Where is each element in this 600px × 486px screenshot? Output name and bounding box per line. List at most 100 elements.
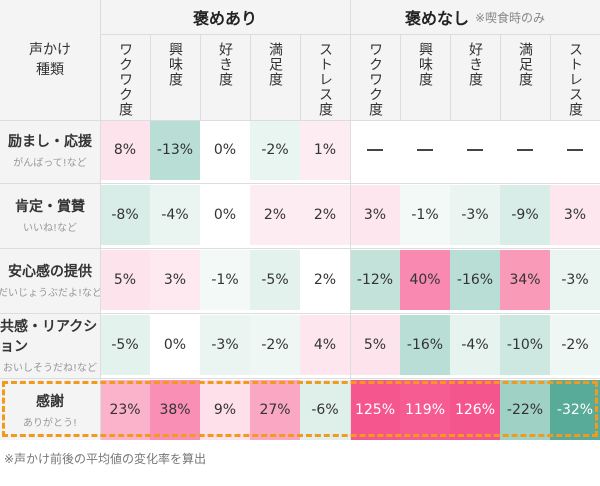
table-cell: -1% <box>400 185 450 245</box>
cell-value: -32% <box>556 402 594 418</box>
cell-value: 3% <box>563 207 587 223</box>
row-header-example: だいじょうぶだよ!など <box>0 288 103 299</box>
cell-value: 0% <box>163 337 187 353</box>
table-cell: -5% <box>100 315 150 375</box>
cell-value: 0% <box>213 207 237 223</box>
cell-value: 38% <box>159 402 191 418</box>
column-header: 興味度 <box>400 34 450 120</box>
table-cell: 5% <box>100 250 150 310</box>
column-header: ワクワク度 <box>350 34 400 120</box>
cell-value: -3% <box>561 272 589 288</box>
table-cell: 2% <box>300 185 350 245</box>
cell-value: 2% <box>313 207 337 223</box>
cell-value: -10% <box>506 337 544 353</box>
column-header-label: ストレス度 <box>317 42 333 117</box>
table-cell: -22% <box>500 380 550 440</box>
table-cell: -2% <box>250 120 300 180</box>
table-cell: 3% <box>350 185 400 245</box>
table-cell: 2% <box>300 250 350 310</box>
table-cell: -6% <box>300 380 350 440</box>
row-header-name: 安心感の提供 <box>8 264 92 280</box>
grid-line <box>0 378 600 379</box>
column-header: 満足度 <box>500 34 550 120</box>
cell-value: -16% <box>406 337 444 353</box>
cell-value: 1% <box>313 142 337 158</box>
cell-value: 2% <box>263 207 287 223</box>
table-cell: 119% <box>400 380 450 440</box>
row-header: 共感・リアクション おいしそうだね!など <box>0 315 100 375</box>
table-cell: -3% <box>550 250 600 310</box>
cell-value: -8% <box>111 207 139 223</box>
column-header: 好き度 <box>200 34 250 120</box>
cell-value: 2% <box>313 272 337 288</box>
empty-dash <box>417 149 433 151</box>
corner-label-line-2: 種類 <box>36 62 64 78</box>
table-cell: 38% <box>150 380 200 440</box>
cell-value: -1% <box>411 207 439 223</box>
cell-value: -2% <box>261 142 289 158</box>
row-header-name: 感謝 <box>36 394 64 410</box>
cell-value: 5% <box>363 337 387 353</box>
group-title-text: 褒めあり <box>192 9 257 28</box>
cell-value: -4% <box>461 337 489 353</box>
footnote: ※声かけ前後の平均値の変化率を算出 <box>4 452 207 466</box>
table-cell <box>500 120 550 180</box>
column-header-label: 好き度 <box>217 42 233 87</box>
cell-value: 27% <box>259 402 291 418</box>
cell-value: 23% <box>109 402 141 418</box>
table-cell: 0% <box>200 120 250 180</box>
row-header: 肯定・賞賛 いいね!など <box>0 185 100 245</box>
table-cell: 1% <box>300 120 350 180</box>
row-header: 感謝ありがとう! <box>0 380 100 440</box>
grid-line <box>350 0 351 440</box>
column-header-label: 好き度 <box>467 42 483 87</box>
row-header-name: 共感・リアクション <box>0 319 98 355</box>
column-header: ワクワク度 <box>100 34 150 120</box>
grid-line <box>200 34 201 120</box>
row-header-name: 肯定・賞賛 <box>15 199 85 215</box>
table-cell <box>400 120 450 180</box>
cell-value: -3% <box>211 337 239 353</box>
corner-label-line-1: 声かけ <box>29 42 71 58</box>
grid-line <box>100 0 101 440</box>
row-header-example: ありがとう! <box>22 418 77 429</box>
table-cell: -2% <box>550 315 600 375</box>
group-title-text: 褒めなし <box>404 9 469 28</box>
cell-value: 126% <box>454 402 496 418</box>
table-cell <box>450 120 500 180</box>
column-header: 興味度 <box>150 34 200 120</box>
cell-value: -12% <box>356 272 394 288</box>
table-cell: 126% <box>450 380 500 440</box>
table-cell: 125% <box>350 380 400 440</box>
empty-dash <box>467 149 483 151</box>
corner-label: 声かけ 種類 <box>0 0 100 120</box>
table-cell: 5% <box>350 315 400 375</box>
cell-value: -4% <box>161 207 189 223</box>
grid-line <box>300 34 301 120</box>
table-cell: -16% <box>400 315 450 375</box>
column-header-label: 興味度 <box>417 42 433 87</box>
table-cell: 0% <box>150 315 200 375</box>
column-header: 好き度 <box>450 34 500 120</box>
table-cell: 23% <box>100 380 150 440</box>
table-cell: -12% <box>350 250 400 310</box>
table-cell: 4% <box>300 315 350 375</box>
table-cell: -9% <box>500 185 550 245</box>
table-cell: -4% <box>450 315 500 375</box>
table-cell <box>550 120 600 180</box>
table-cell: 3% <box>550 185 600 245</box>
table-cell: -1% <box>200 250 250 310</box>
group-title-no-praise: 褒めなし ※喫食時のみ <box>350 0 600 34</box>
grid-line <box>100 34 600 35</box>
column-header-label: ワクワク度 <box>117 42 133 117</box>
table-cell: -5% <box>250 250 300 310</box>
cell-value: 125% <box>354 402 396 418</box>
table-cell: -3% <box>450 185 500 245</box>
table-cell: -16% <box>450 250 500 310</box>
table-cell: -3% <box>200 315 250 375</box>
grid-line <box>0 248 600 249</box>
grid-line <box>150 34 151 120</box>
column-header: 満足度 <box>250 34 300 120</box>
cell-value: 34% <box>509 272 541 288</box>
grid-line <box>0 313 600 314</box>
